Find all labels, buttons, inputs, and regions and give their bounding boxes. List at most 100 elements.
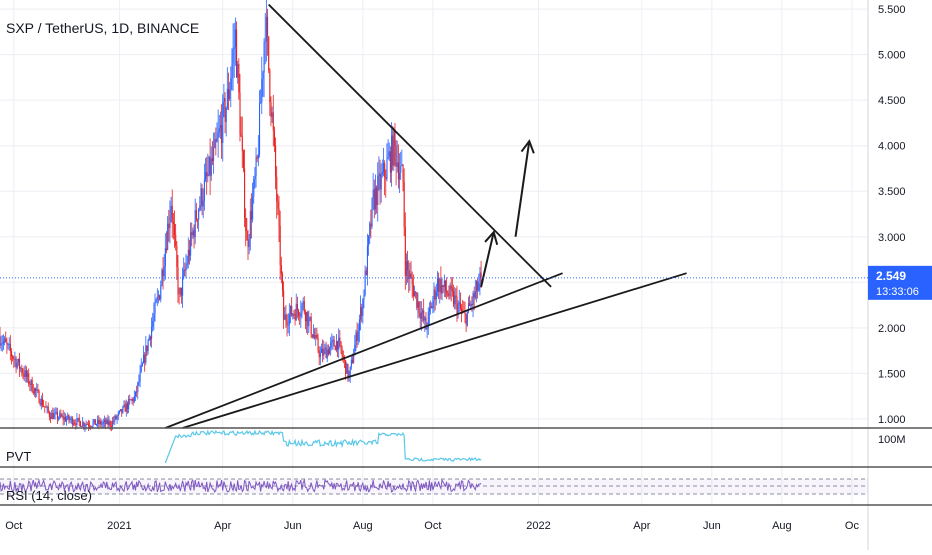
candle [278, 195, 280, 243]
candle-body [292, 313, 294, 316]
candle [64, 413, 67, 423]
candle [269, 68, 271, 116]
candle-body [81, 426, 83, 427]
candle [100, 418, 102, 428]
candle-body [289, 305, 292, 314]
candle-body [129, 399, 131, 401]
candle [272, 94, 274, 147]
candle-body [7, 344, 9, 346]
candle-body [37, 389, 39, 392]
candle-body [180, 287, 183, 296]
candle [20, 366, 22, 373]
candle [395, 140, 397, 186]
candle-body [436, 278, 439, 292]
candle-body [105, 420, 107, 424]
candle [107, 414, 109, 429]
candle [244, 149, 246, 228]
projection-arrow-head[interactable] [484, 230, 499, 246]
candle-body [373, 189, 375, 210]
candle-body [353, 355, 355, 363]
candle [413, 285, 416, 297]
candle [309, 316, 311, 322]
candle-body [448, 295, 450, 297]
candle-body [242, 151, 245, 169]
candle-body [38, 391, 40, 403]
candle [83, 421, 85, 431]
candle [409, 262, 411, 291]
candle [386, 143, 388, 182]
candle [284, 306, 286, 320]
candle-body [92, 422, 94, 427]
candle [291, 297, 293, 317]
y-tick-label: 5.000 [878, 50, 906, 62]
candle [401, 149, 403, 167]
candle [102, 418, 104, 428]
candle-body [339, 337, 341, 342]
candle [415, 290, 417, 299]
candle-body [358, 319, 360, 331]
candle-body [449, 285, 451, 296]
candle-body [324, 347, 326, 349]
candle [408, 260, 410, 293]
candle-body [31, 379, 33, 392]
candle-body [430, 306, 432, 309]
trendline-rising-support-upper[interactable] [165, 272, 563, 429]
candle-body [77, 417, 79, 419]
candle-body [205, 172, 207, 180]
candle-body [232, 49, 234, 64]
candle-body [230, 78, 232, 90]
candle-body [461, 308, 463, 311]
candle [326, 344, 328, 363]
candle-body [275, 145, 277, 177]
candle [384, 160, 386, 196]
candle [446, 277, 448, 300]
candle [9, 335, 11, 361]
candle-body [447, 293, 449, 296]
candle [478, 273, 480, 292]
candle-body [208, 156, 210, 175]
candle-body [323, 348, 325, 356]
candle [477, 278, 479, 299]
candle [0, 326, 1, 349]
candle-body [156, 296, 158, 301]
candle-body [71, 417, 73, 425]
candle [479, 266, 481, 296]
candle-body [253, 179, 255, 197]
projection-arrow-shaft[interactable] [514, 141, 531, 237]
trendline-rising-support-lower[interactable] [182, 272, 687, 429]
candle-body [442, 285, 444, 287]
candle [265, 0, 267, 62]
candle [192, 227, 194, 239]
candle-body [347, 364, 349, 379]
candle-body [362, 299, 364, 316]
candle-body [397, 162, 400, 180]
candle [270, 96, 272, 127]
candle [474, 279, 476, 300]
candle [164, 233, 166, 280]
candle [354, 335, 356, 356]
projection-arrow-head[interactable] [520, 139, 535, 154]
candle [167, 216, 169, 251]
candle [342, 350, 344, 364]
candle [346, 362, 348, 374]
candle [123, 400, 125, 408]
candle [366, 233, 369, 286]
candle [345, 359, 347, 380]
candle-body [178, 293, 180, 295]
candle [193, 224, 195, 249]
candle-body [121, 409, 123, 413]
candle [67, 412, 69, 420]
candle-body [108, 421, 110, 425]
candle-body [51, 412, 53, 419]
candle [438, 272, 440, 299]
candle-body [477, 281, 479, 291]
candle-body [21, 367, 23, 373]
candle-body [371, 198, 373, 227]
candle [151, 317, 153, 348]
trendline-descending-resistance[interactable] [268, 3, 552, 288]
candles-layer [0, 0, 482, 432]
candle [210, 146, 212, 181]
candle-body [252, 196, 254, 220]
candle-body [144, 354, 146, 363]
